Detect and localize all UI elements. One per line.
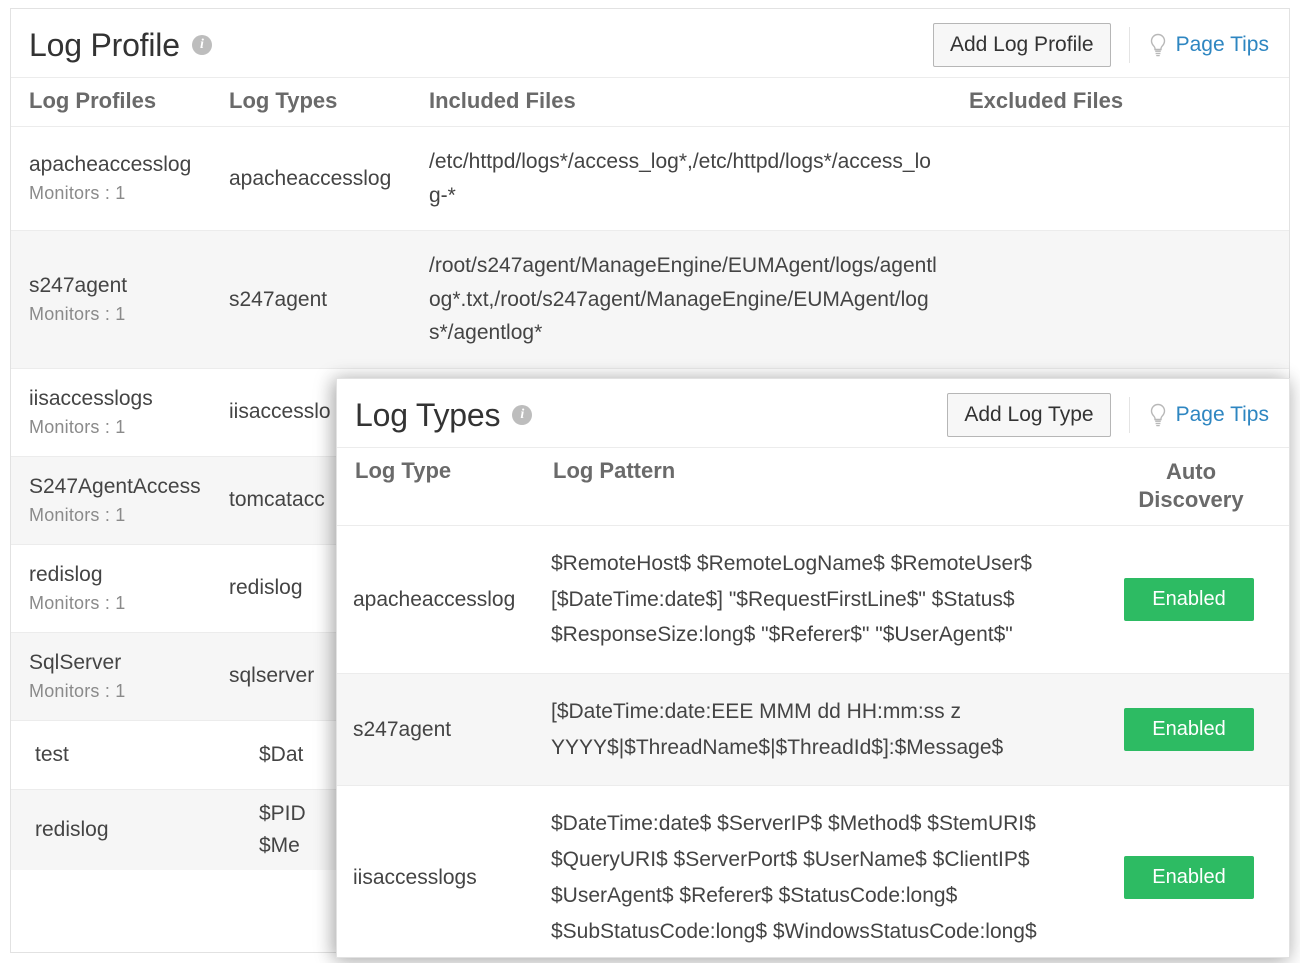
lightbulb-icon: [1148, 403, 1168, 427]
profile-type: apacheaccesslog: [229, 167, 429, 191]
profile-name: redislog: [29, 563, 229, 587]
profile-name: s247agent: [29, 274, 229, 298]
col-log-types[interactable]: Log Types: [229, 88, 429, 114]
enabled-badge[interactable]: Enabled: [1124, 856, 1253, 899]
profile-row[interactable]: s247agent Monitors : 1 s247agent /root/s…: [11, 230, 1289, 368]
log-types-columns: Log Type Log Pattern Auto Discovery: [337, 447, 1289, 525]
col-excluded-files[interactable]: Excluded Files: [969, 88, 1249, 114]
col-log-type[interactable]: Log Type: [355, 458, 553, 513]
log-type-row[interactable]: apacheaccesslog $RemoteHost$ $RemoteLogN…: [337, 525, 1289, 673]
info-icon[interactable]: i: [512, 405, 532, 425]
profile-type: s247agent: [229, 288, 429, 312]
profile-name: test: [35, 743, 259, 767]
profile-included: /root/s247agent/ManageEngine/EUMAgent/lo…: [429, 249, 969, 350]
log-types-title-text: Log Types: [355, 397, 500, 434]
page-tips-label: Page Tips: [1176, 33, 1269, 57]
divider: [1129, 397, 1130, 433]
info-icon[interactable]: i: [192, 35, 212, 55]
profile-monitors: Monitors : 1: [29, 505, 229, 526]
log-profile-header: Log Profile i Add Log Profile Page Tips: [11, 9, 1289, 77]
log-type-row[interactable]: s247agent [$DateTime:date:EEE MMM dd HH:…: [337, 673, 1289, 785]
log-types-header: Log Types i Add Log Type Page Tips: [337, 379, 1289, 447]
profile-name: apacheaccesslog: [29, 153, 229, 177]
profile-monitors: Monitors : 1: [29, 183, 229, 204]
profile-included: /etc/httpd/logs*/access_log*,/etc/httpd/…: [429, 145, 969, 212]
log-profile-columns: Log Profiles Log Types Included Files Ex…: [11, 77, 1289, 126]
log-type-name: apacheaccesslog: [353, 588, 551, 612]
divider: [1129, 27, 1130, 63]
col-log-pattern[interactable]: Log Pattern: [553, 458, 1111, 513]
profile-name: redislog: [35, 818, 259, 842]
profile-monitors: Monitors : 1: [29, 681, 229, 702]
log-types-panel: Log Types i Add Log Type Page Tips Log T…: [336, 378, 1290, 958]
log-type-row[interactable]: iisaccesslogs $DateTime:date$ $ServerIP$…: [337, 785, 1289, 963]
log-profile-title: Log Profile i: [29, 27, 212, 64]
log-types-title: Log Types i: [355, 397, 532, 434]
col-auto-discovery[interactable]: Auto Discovery: [1111, 458, 1271, 513]
profile-row[interactable]: apacheaccesslog Monitors : 1 apacheacces…: [11, 126, 1289, 230]
profile-name: SqlServer: [29, 651, 229, 675]
page-tips-link[interactable]: Page Tips: [1148, 403, 1269, 427]
enabled-badge[interactable]: Enabled: [1124, 708, 1253, 751]
add-log-profile-button[interactable]: Add Log Profile: [933, 23, 1111, 67]
page-tips-link[interactable]: Page Tips: [1148, 33, 1269, 57]
col-log-profiles[interactable]: Log Profiles: [29, 88, 229, 114]
log-profile-actions: Add Log Profile Page Tips: [933, 23, 1269, 67]
lightbulb-icon: [1148, 33, 1168, 57]
profile-monitors: Monitors : 1: [29, 304, 229, 325]
add-log-type-button[interactable]: Add Log Type: [947, 393, 1110, 437]
profile-name: iisaccesslogs: [29, 387, 229, 411]
enabled-badge[interactable]: Enabled: [1124, 578, 1253, 621]
log-type-name: iisaccesslogs: [353, 866, 551, 890]
col-included-files[interactable]: Included Files: [429, 88, 969, 114]
log-type-name: s247agent: [353, 718, 551, 742]
profile-monitors: Monitors : 1: [29, 417, 229, 438]
log-type-pattern: $DateTime:date$ $ServerIP$ $Method$ $Ste…: [551, 806, 1109, 949]
page-tips-label: Page Tips: [1176, 403, 1269, 427]
log-profile-title-text: Log Profile: [29, 27, 180, 64]
profile-monitors: Monitors : 1: [29, 593, 229, 614]
log-type-pattern: $RemoteHost$ $RemoteLogName$ $RemoteUser…: [551, 546, 1109, 653]
profile-name: S247AgentAccess: [29, 475, 229, 499]
log-types-actions: Add Log Type Page Tips: [947, 393, 1269, 437]
log-type-pattern: [$DateTime:date:EEE MMM dd HH:mm:ss z YY…: [551, 694, 1109, 765]
